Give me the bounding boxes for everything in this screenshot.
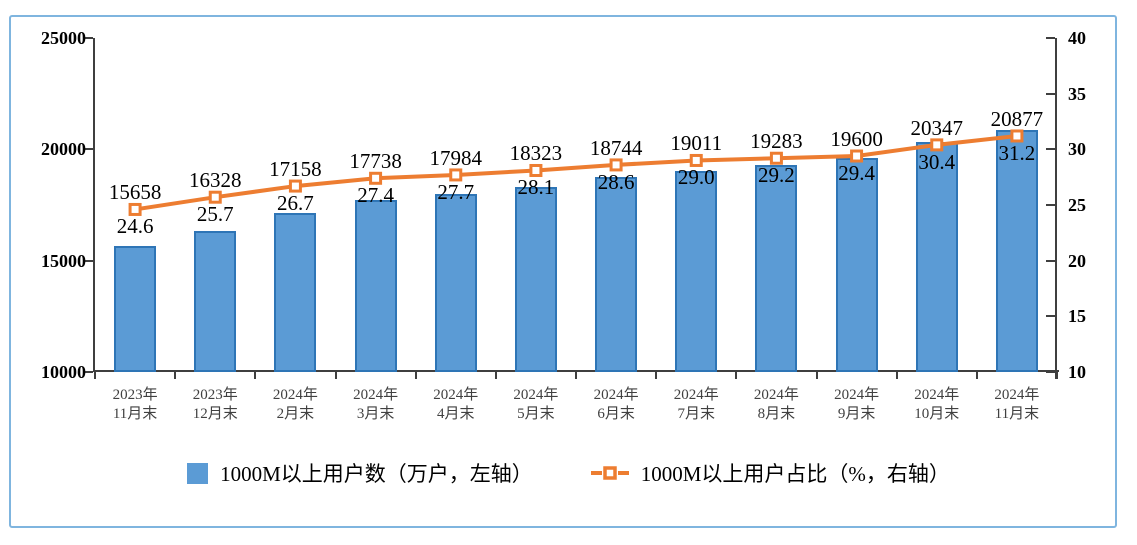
right-axis-tick <box>1046 37 1055 39</box>
right-axis-tick <box>1046 92 1055 95</box>
x-axis-line <box>93 370 1059 372</box>
x-axis-tick <box>895 372 898 379</box>
legend-bar-label: 1000M以上用户数（万户，左轴） <box>220 462 533 486</box>
x-axis-category-label: 2024年 11月末 <box>994 387 1040 422</box>
right-axis-tick <box>1046 259 1055 262</box>
left-axis-line <box>93 38 95 372</box>
bar <box>354 199 397 372</box>
x-axis-tick <box>975 372 978 379</box>
right-axis-tick-label: 20 <box>1068 250 1086 271</box>
right-axis-tick-label: 15 <box>1068 306 1086 327</box>
x-axis-category-label: 2024年 2月末 <box>272 387 318 422</box>
left-axis-tick-label: 25000 <box>41 28 86 48</box>
x-axis-tick <box>254 372 257 379</box>
x-axis-tick <box>575 372 577 379</box>
bar <box>675 171 718 372</box>
bar <box>595 177 638 372</box>
x-axis-category-label: 2024年 5月末 <box>513 387 559 422</box>
x-axis-category-label: 2023年 12月末 <box>192 387 238 422</box>
line-value-label: 31.2 <box>998 140 1036 165</box>
x-axis-category-label: 2024年 3月末 <box>353 387 399 422</box>
x-axis-category-label: 2024年 7月末 <box>673 387 719 422</box>
x-axis-tick <box>334 372 337 379</box>
right-axis-tick-label: 10 <box>1068 362 1086 382</box>
right-axis-tick <box>1046 315 1055 318</box>
x-axis-tick <box>94 372 96 379</box>
x-axis-tick <box>735 372 738 379</box>
bar <box>434 194 477 372</box>
x-axis-category-label: 2023年 11月末 <box>112 387 158 422</box>
right-axis-tick-label: 30 <box>1068 139 1086 160</box>
left-axis-tick <box>85 148 93 151</box>
right-axis-line <box>1055 38 1057 379</box>
x-axis-tick <box>1056 372 1058 379</box>
bar <box>755 165 798 372</box>
legend: 1000M以上用户数（万户，左轴） 1000M以上用户占比（%，右轴） <box>0 448 1137 498</box>
left-axis-tick-label: 10000 <box>41 362 86 382</box>
bar <box>194 231 237 372</box>
left-axis-tick-label: 15000 <box>41 250 86 271</box>
right-axis-tick <box>1046 371 1055 373</box>
x-axis-category-label: 2024年 4月末 <box>433 387 479 422</box>
x-axis-tick <box>414 372 417 379</box>
bar <box>114 246 157 372</box>
bar <box>274 212 317 372</box>
left-axis-tick-label: 20000 <box>41 139 86 160</box>
x-axis-tick <box>494 372 497 379</box>
bar <box>995 129 1038 372</box>
x-axis-category-label: 2024年 9月末 <box>834 387 880 422</box>
bar <box>514 186 557 372</box>
legend-item-line-series: 1000M以上用户占比（%，右轴） <box>590 458 950 488</box>
x-axis-category-label: 2024年 10月末 <box>914 387 960 422</box>
x-axis-tick <box>815 372 818 379</box>
left-axis-tick <box>85 37 93 39</box>
right-axis-tick <box>1046 148 1055 151</box>
line-series-marker-icon <box>590 466 629 480</box>
right-axis-tick-label: 40 <box>1068 28 1086 48</box>
bar-series-swatch-icon <box>187 462 209 484</box>
legend-item-bar-series: 1000M以上用户数（万户，左轴） <box>187 458 533 488</box>
right-axis-tick <box>1046 204 1055 206</box>
bar-value-label: 20877 <box>990 106 1044 131</box>
x-axis-tick <box>655 372 658 379</box>
line-value-label: 24.6 <box>116 214 154 239</box>
bar <box>915 141 958 372</box>
x-axis-category-label: 2024年 6月末 <box>593 387 639 422</box>
left-axis-tick <box>85 259 93 262</box>
right-axis-tick-label: 25 <box>1068 195 1086 215</box>
bar <box>835 158 878 372</box>
x-axis-tick <box>174 372 177 379</box>
legend-line-label: 1000M以上用户占比（%，右轴） <box>640 462 950 486</box>
x-axis-category-label: 2024年 8月末 <box>753 387 799 422</box>
left-axis-tick <box>85 371 93 373</box>
right-axis-tick-label: 35 <box>1068 83 1086 104</box>
